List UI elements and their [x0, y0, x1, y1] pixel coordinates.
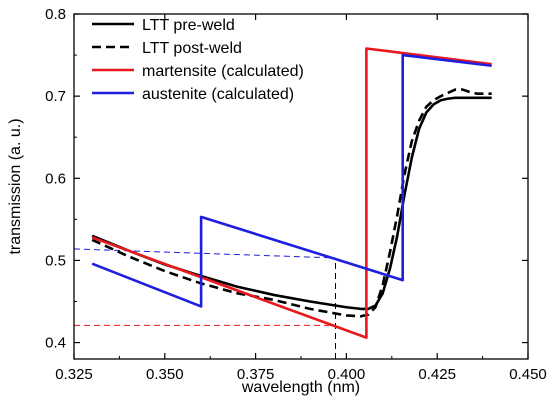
y-tick-label: 0.5 [45, 252, 66, 269]
y-tick-label: 0.8 [45, 6, 66, 23]
y-tick-label: 0.4 [45, 335, 66, 352]
x-axis-ticks: 0.325 0.350 0.375 0.400 0.425 0.450 [55, 14, 547, 383]
series-line-3 [91, 47, 492, 339]
x-tick-label: 0.350 [146, 366, 184, 383]
x-tick-label: 0.325 [55, 366, 93, 383]
x-tick-label: 0.400 [328, 366, 366, 383]
series-line-2 [91, 88, 492, 318]
legend-label-2: LTT post-weld [142, 40, 242, 57]
x-tick-label: 0.375 [237, 366, 275, 383]
y-axis-ticks: 0.4 0.5 0.6 0.7 0.8 [45, 6, 528, 352]
legend-label-1: LTT pre-weld [142, 17, 235, 34]
series-line-1 [91, 96, 492, 311]
x-tick-label: 0.450 [509, 366, 547, 383]
x-axis-label: wavelength (nm) [241, 379, 360, 396]
y-axis-label: transmission (a. u.) [7, 118, 24, 254]
reference-line-1 [73, 248, 336, 259]
legend-label-3: martensite (calculated) [142, 63, 304, 80]
y-tick-label: 0.6 [45, 170, 66, 187]
legend: LTT pre-weld LTT post-weld martensite (cal… [92, 17, 304, 103]
plot-area [73, 13, 529, 360]
x-tick-label: 0.425 [418, 366, 456, 383]
y-tick-label: 0.7 [45, 88, 66, 105]
legend-label-4: austenite (calculated) [142, 86, 294, 103]
series-line-4 [91, 53, 492, 308]
